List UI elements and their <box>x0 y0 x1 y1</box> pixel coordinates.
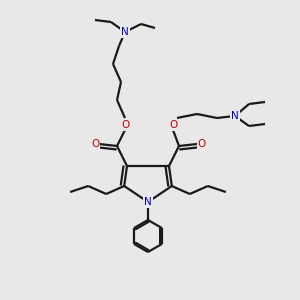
Text: N: N <box>231 111 239 121</box>
Text: N: N <box>144 197 152 207</box>
Text: O: O <box>121 120 129 130</box>
Text: N: N <box>121 27 129 37</box>
Text: O: O <box>170 120 178 130</box>
Text: O: O <box>91 139 99 149</box>
Text: O: O <box>198 139 206 149</box>
